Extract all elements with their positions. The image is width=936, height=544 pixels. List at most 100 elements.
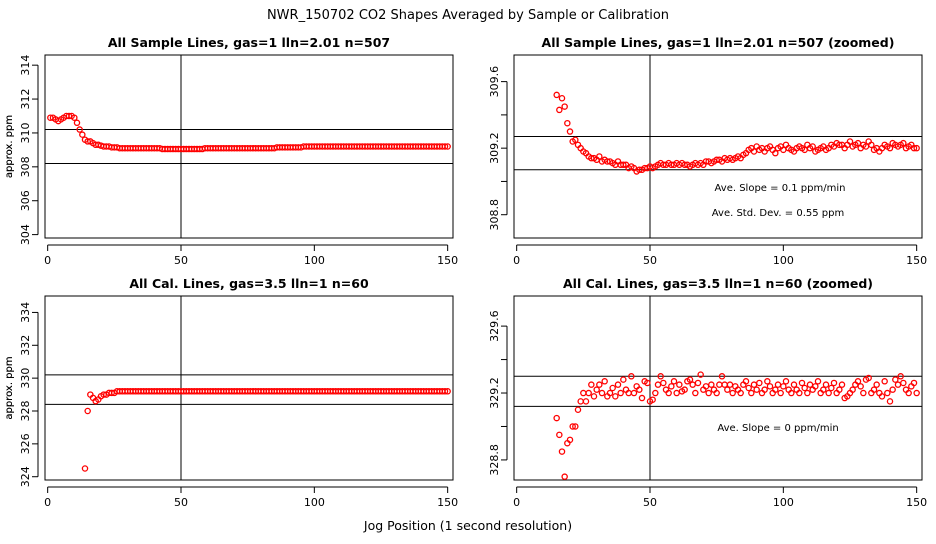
data-point [910,144,918,152]
y-tick-label: 308 [19,156,32,177]
data-point [777,389,784,397]
data-point [886,144,894,152]
data-point [79,131,86,138]
data-point [585,389,592,397]
x-tick-label: 0 [44,254,51,267]
data-point [809,143,816,150]
data-point [609,384,616,392]
data-point [649,396,656,403]
data-point [860,389,867,397]
data-point [884,389,891,397]
data-point [76,126,83,133]
data-point [756,379,763,387]
chart-title: All Sample Lines, gas=1 lln=2.01 n=507 [108,35,390,50]
data-point [788,389,795,397]
y-tick-label: 314 [19,55,32,76]
y-tick-label: 304 [19,224,32,245]
data-point [849,386,856,393]
data-point [614,381,622,388]
data-point [577,398,584,405]
chart-panel-3: All Cal. Lines, gas=3.5 lln=1 n=60 0 50 100… [4,276,458,509]
data-point [894,381,902,388]
data-point [772,149,779,157]
data-point [820,386,827,393]
data-point [620,376,627,383]
data-point [566,436,574,444]
data-point [558,95,566,102]
chart-title: All Cal. Lines, gas=3.5 lln=1 n=60 [129,276,369,291]
y-tick-label: 328.8 [488,444,501,476]
data-point [708,381,715,388]
data-point [724,386,731,393]
y-tick-label: 312 [19,89,32,110]
y-tick-label: 306 [19,190,32,211]
data-point [556,106,563,114]
data-point [836,141,843,149]
data-point [705,389,712,397]
data-point [796,389,803,397]
stat-annotation: Ave. Slope = 0 ppm/min [717,423,838,434]
data-point [73,119,81,127]
data-point [590,393,598,400]
data-point [654,381,662,388]
data-point [766,383,774,390]
y-tick-label: 332 [19,335,32,356]
plot-frame [513,54,923,239]
data-point [553,91,560,99]
data-point [825,389,832,397]
y-axis-label: approx. ppm [4,115,15,178]
data-point [686,376,694,383]
y-tick-label: 308.8 [488,199,501,231]
x-tick-label: 0 [513,254,520,267]
data-point [681,386,688,393]
y-tick-label: 334 [19,302,32,323]
data-point [588,381,595,388]
data-point [566,128,574,135]
data-point [697,371,704,378]
data-point [553,414,560,422]
x-tick-label: 100 [304,254,325,267]
data-point [628,373,635,380]
data-point [630,389,638,397]
y-axis-label: approx. ppm [4,356,15,419]
data-point [652,389,659,397]
data-point [804,389,811,397]
data-point [665,389,672,397]
data-point [444,143,451,150]
data-point [668,383,675,390]
data-point [812,383,819,390]
data-point [782,378,790,385]
data-point [84,407,91,415]
data-point [81,465,89,472]
data-point [574,406,582,413]
x-tick-label: 0 [513,496,520,509]
data-point [582,398,590,405]
data-point [689,381,696,388]
data-point [814,378,822,385]
data-point [886,398,894,405]
x-tick-label: 150 [437,496,458,509]
data-point [620,161,627,169]
data-point [881,378,888,385]
plot-frame [513,295,923,481]
x-tick-label: 100 [773,254,794,267]
panels-group: All Sample Lines, gas=1 lln=2.01 n=507 0 5… [4,35,927,509]
data-point [828,384,835,392]
plot-frame [44,54,454,239]
data-point [670,378,678,385]
data-point [865,374,872,382]
x-tick-label: 150 [906,496,927,509]
data-point [780,383,787,390]
y-tick-label: 330 [19,368,32,389]
data-point [718,373,726,380]
data-point [598,389,606,397]
y-axis-label: approx. ppm [4,115,15,178]
chart-title: All Sample Lines, gas=1 lln=2.01 n=507 (… [542,35,895,50]
y-tick-label: 324 [19,466,32,487]
y-tick-label: 328 [19,401,32,422]
data-point [838,381,846,388]
data-point [572,423,579,430]
y-axis-label: approx. ppm [4,356,15,419]
data-point [657,373,664,380]
data-point [71,114,78,121]
